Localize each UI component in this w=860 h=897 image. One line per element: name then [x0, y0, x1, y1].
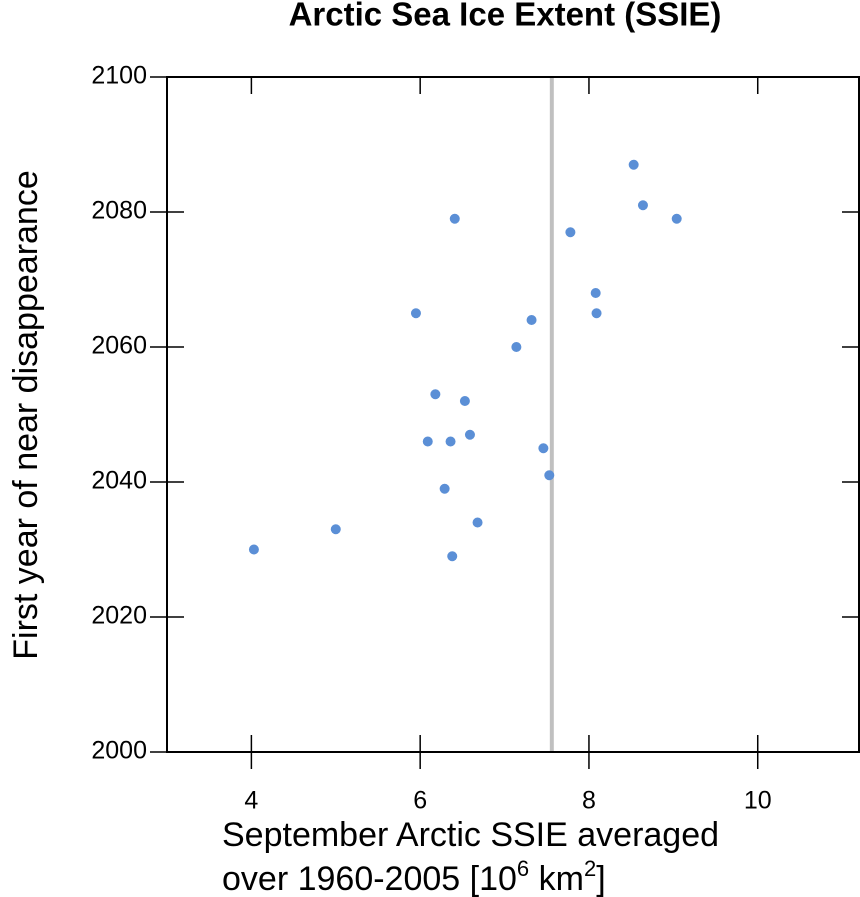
x-axis-label: September Arctic SSIE averaged [222, 816, 719, 854]
x-tick-label: 8 [582, 787, 596, 815]
point [445, 436, 456, 447]
point [472, 517, 483, 528]
x-tick-label: 4 [244, 787, 258, 815]
point [410, 308, 421, 319]
y-axis-label: First year of near disappearance [7, 170, 45, 659]
point [449, 213, 460, 224]
point [591, 308, 602, 319]
y-tick-label: 2060 [91, 332, 147, 360]
x-axis-label: over 1960-2005 [106 km2] [222, 856, 606, 897]
x-axis-label-part: ] [596, 860, 605, 897]
y-tick-label: 2020 [91, 602, 147, 630]
point [637, 200, 648, 211]
x-tick-label: 6 [413, 787, 427, 815]
point [590, 288, 601, 298]
point [671, 213, 682, 224]
x-tick-label: 10 [744, 787, 772, 815]
y-tick-label: 2100 [91, 62, 147, 90]
y-tick-label: 2000 [91, 737, 147, 765]
point [511, 342, 522, 352]
point [464, 429, 475, 440]
point [526, 315, 537, 325]
point [330, 524, 341, 535]
y-tick-label: 2080 [91, 197, 147, 225]
point [439, 483, 450, 494]
x-axis-label-sup: 6 [517, 856, 529, 881]
x-axis-label-part: km [529, 860, 584, 897]
point [430, 389, 441, 400]
point [628, 159, 639, 170]
x-axis-label-sup: 2 [584, 856, 596, 881]
point [447, 551, 458, 562]
point [544, 470, 555, 481]
chart-title: Arctic Sea Ice Extent (SSIE) [289, 0, 722, 33]
point [459, 396, 470, 406]
x-axis-label-part: over 1960-2005 [10 [222, 860, 517, 897]
point [538, 443, 549, 454]
point [565, 227, 576, 238]
point [422, 436, 433, 447]
plot-frame [166, 76, 860, 753]
point [248, 544, 259, 555]
y-tick-label: 2040 [91, 467, 147, 495]
